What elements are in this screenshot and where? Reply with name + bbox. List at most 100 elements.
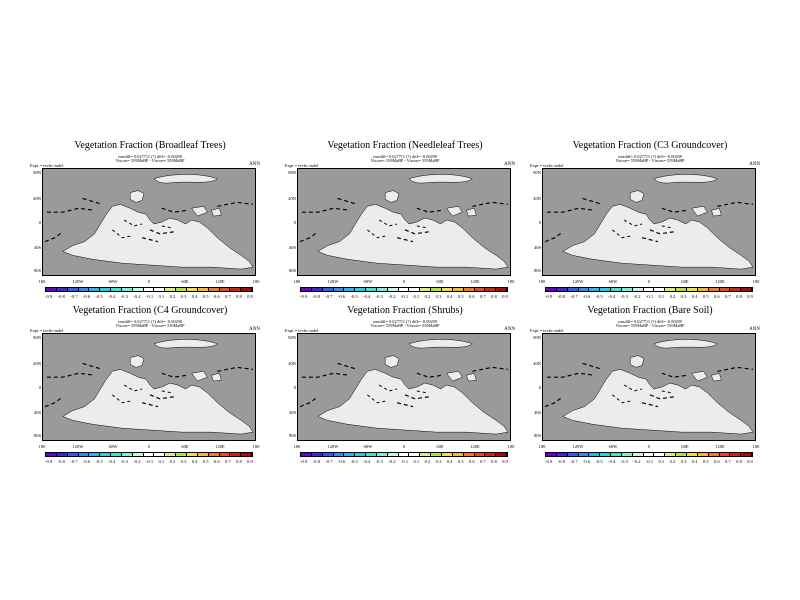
colorbar-swatch (409, 288, 421, 291)
lon-label: 180 (538, 279, 546, 284)
season-label: ANN (504, 327, 515, 332)
colorbar-swatch (387, 288, 399, 291)
lon-label: 180 (538, 444, 546, 449)
colorbar-swatch (632, 453, 644, 456)
colorbar-tick-label: 0.4 (691, 294, 698, 299)
map-panel-6: Vegetation Fraction (Bare Soil) rmsdiff=… (530, 305, 770, 470)
colorbar-swatch (452, 453, 464, 456)
continents-svg (299, 339, 509, 435)
land-east-2 (211, 207, 222, 217)
colorbar-swatch (376, 453, 388, 456)
colorbar-swatch (654, 288, 666, 291)
colorbar-swatch (186, 453, 198, 456)
lat-label: 80N (288, 170, 296, 175)
land-mass (62, 369, 254, 435)
land-east-1 (191, 371, 208, 382)
lat-label: 40S (533, 245, 541, 250)
colorbar-swatch (121, 453, 133, 456)
colorbar-swatch (730, 453, 742, 456)
colorbar-swatch (219, 288, 231, 291)
colorbar-tick-label: -0.5 (350, 294, 358, 299)
colorbar-tick-label: 0.3 (180, 294, 187, 299)
land-north (129, 190, 145, 203)
lat-label: 40S (288, 245, 296, 250)
lon-label: 60W (108, 444, 118, 449)
continents-svg (44, 174, 254, 270)
colorbar-swatch (89, 288, 101, 291)
colorbar-tick-label: 0.9 (502, 459, 508, 464)
colorbar-tick-label: 0.9 (747, 294, 753, 299)
lon-label: 120E (715, 444, 725, 449)
colorbar-swatch (322, 453, 334, 456)
lat-label: 0 (538, 220, 541, 225)
lon-label: 0 (647, 279, 651, 284)
expt-label: Expt = tevbc-mdel (530, 163, 564, 168)
land-arc (153, 174, 218, 184)
colorbar-tick-label: -0.6 (582, 459, 591, 464)
land-mass (562, 204, 754, 270)
colorbar-tick-label: -0.9 (45, 294, 53, 299)
colorbar-swatch (67, 453, 79, 456)
colorbar-tick-label: 0.2 (424, 459, 431, 464)
season-label: ANN (249, 162, 260, 167)
colorbar (300, 287, 508, 292)
land-north (384, 355, 400, 368)
colorbar-swatch (301, 288, 312, 291)
colorbar-swatch (632, 288, 644, 291)
colorbar-swatch (176, 453, 187, 456)
colorbar-swatch (154, 288, 166, 291)
land-arc (653, 174, 718, 184)
colorbar-labels: -0.9 -0.8 -0.7 -0.6 -0.5 -0.4 -0.3 -0.2 -0.1 0.1 0… (300, 459, 508, 464)
land-east-1 (691, 206, 708, 217)
colorbar-tick-label: 0.6 (713, 294, 720, 299)
colorbar-tick-label: -0.5 (95, 459, 103, 464)
panel-title: Vegetation Fraction (Bare Soil) (587, 305, 713, 316)
land-east-1 (446, 371, 463, 382)
lon-label: 120E (715, 279, 725, 284)
colorbar-tick-label: 0.7 (724, 294, 731, 299)
colorbar-swatch (132, 288, 144, 291)
lon-label: 60E (181, 279, 189, 284)
colorbar-swatch (121, 288, 133, 291)
stat-line: rmsdiff= 0.027711 (?) diff= -0.00299 (118, 154, 182, 159)
lon-label: 60E (436, 279, 444, 284)
lon-label: 0 (647, 444, 651, 449)
colorbar (45, 287, 253, 292)
colorbar-tick-label: 0.6 (468, 459, 475, 464)
colorbar-tick-label: -0.5 (595, 459, 603, 464)
season-label: ANN (749, 327, 760, 332)
colorbar (545, 452, 753, 457)
lat-label: 40N (533, 361, 541, 366)
lat-label: 80N (33, 170, 41, 175)
land-east-2 (211, 372, 222, 382)
colorbar-tick-label: -0.9 (545, 294, 553, 299)
colorbar-swatch (46, 453, 57, 456)
land-east-1 (446, 206, 463, 217)
land-east-2 (466, 207, 477, 217)
panel-title: Vegetation Fraction (Shrubs) (347, 305, 463, 316)
colorbar-tick-label: -0.4 (363, 459, 371, 464)
colorbar-swatch (344, 288, 356, 291)
colorbar-swatch (154, 453, 166, 456)
colorbar-tick-label: -0.6 (82, 294, 91, 299)
colorbar-tick-label: -0.1 (145, 459, 154, 464)
coast-dashes-mid (612, 384, 672, 404)
colorbar-tick-label: 0.8 (736, 294, 742, 299)
colorbar-swatch (208, 453, 220, 456)
lon-label: 60E (681, 444, 689, 449)
colorbar-swatch (567, 288, 579, 291)
colorbar-tick-label: -0.8 (57, 459, 65, 464)
colorbar-tick-label: 0.1 (658, 294, 665, 299)
colorbar (545, 287, 753, 292)
lon-label: 180 (752, 279, 760, 284)
colorbar-tick-label: 0.1 (158, 459, 165, 464)
lon-label: 120W (72, 444, 84, 449)
colorbar-labels: -0.9 -0.8 -0.7 -0.6 -0.5 -0.4 -0.3 -0.2 -0.1 0.1 0… (300, 294, 508, 299)
colorbar-swatch (366, 288, 377, 291)
colorbar-swatch (496, 288, 508, 291)
coast-dashes-mid (612, 219, 672, 239)
colorbar-tick-label: -0.9 (300, 459, 308, 464)
lat-label: 80S (533, 433, 541, 438)
land-north (384, 190, 400, 203)
colorbar-tick-label: 0.8 (736, 459, 742, 464)
